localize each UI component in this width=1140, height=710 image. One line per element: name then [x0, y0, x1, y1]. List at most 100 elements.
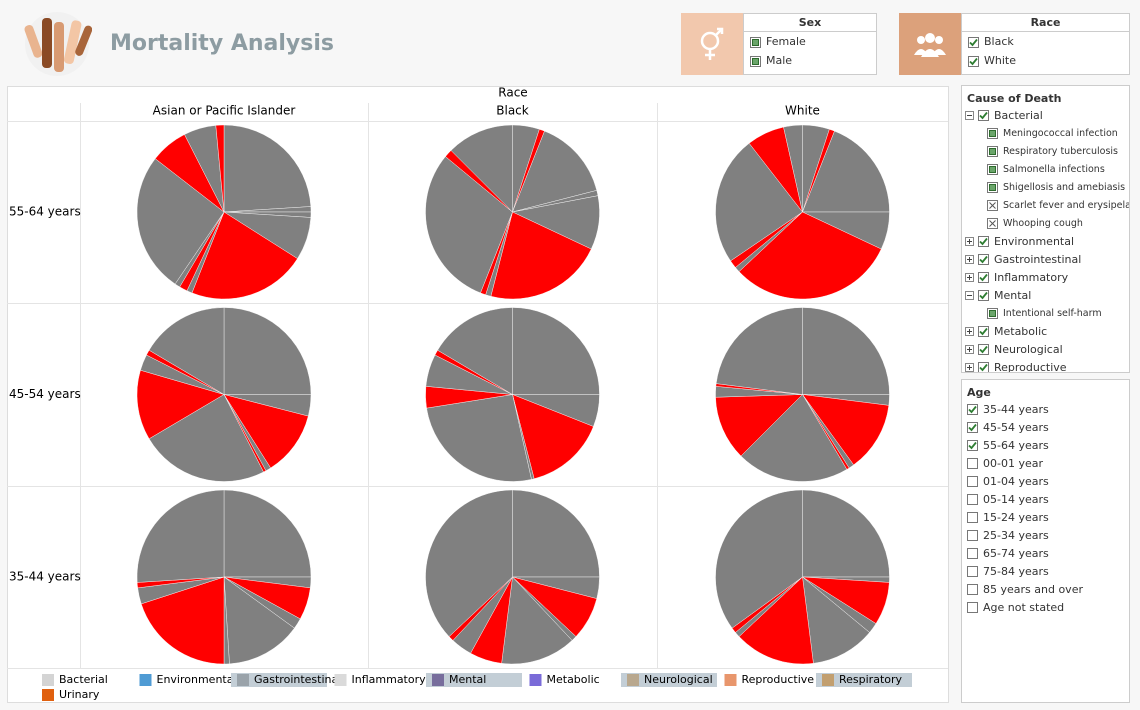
tree-item[interactable]: Reproductive [994, 361, 1067, 373]
tree-item[interactable]: Bacterial [994, 109, 1043, 122]
filter-item[interactable]: Age not stated [983, 601, 1065, 614]
filter-item[interactable]: 75-84 years [983, 565, 1049, 578]
expander[interactable] [965, 273, 974, 282]
filter-item[interactable]: 01-04 years [983, 475, 1049, 488]
legend-label: Reproductive [742, 673, 815, 686]
tree-item[interactable]: Salmonella infections [1003, 164, 1105, 175]
pie-slice [141, 576, 225, 665]
filter-item[interactable]: Black [984, 35, 1014, 48]
tree-item[interactable]: Shigellosis and amebiasis [1003, 182, 1126, 193]
filter-item[interactable]: Female [766, 35, 806, 48]
checkbox[interactable] [968, 37, 979, 48]
column-header: White [785, 104, 820, 118]
checkbox[interactable] [967, 566, 978, 577]
legend-swatch [237, 674, 249, 686]
filter-item[interactable]: 85 years and over [983, 583, 1083, 596]
filter-item[interactable]: 45-54 years [983, 421, 1049, 434]
tree-item[interactable]: Whooping cough [1003, 218, 1083, 229]
tree-item[interactable]: Neurological [994, 343, 1063, 356]
pie-slice [802, 130, 890, 213]
filter-item[interactable]: Male [766, 54, 793, 67]
legend-swatch [432, 674, 444, 686]
expander[interactable] [965, 363, 974, 372]
checkbox[interactable] [978, 290, 989, 301]
checkbox[interactable] [987, 218, 998, 229]
checkbox[interactable] [978, 344, 989, 355]
tree-item[interactable]: Scarlet fever and erysipelas [1003, 200, 1130, 211]
filter-item[interactable]: 25-34 years [983, 529, 1049, 542]
checkbox[interactable] [987, 146, 998, 157]
filter-item[interactable]: 15-24 years [983, 511, 1049, 524]
checkbox[interactable] [987, 128, 998, 139]
checkbox[interactable] [967, 440, 978, 451]
legend-label: Urinary [59, 688, 100, 701]
filter-item[interactable]: 35-44 years [983, 403, 1049, 416]
checkbox[interactable] [967, 422, 978, 433]
check [979, 363, 988, 372]
checkbox[interactable] [978, 272, 989, 283]
checkbox[interactable] [967, 584, 978, 595]
check [979, 345, 988, 354]
checkbox[interactable] [750, 37, 761, 48]
checkbox[interactable] [967, 476, 978, 487]
checkbox[interactable] [967, 512, 978, 523]
legend-label: Gastrointestinal [254, 673, 341, 686]
pie-slice [715, 394, 803, 457]
check [968, 405, 977, 414]
checkbox[interactable] [750, 56, 761, 67]
filter-item[interactable]: 00-01 year [983, 457, 1044, 470]
expander[interactable] [965, 291, 974, 300]
expander[interactable] [965, 237, 974, 246]
filter-item[interactable]: 55-64 years [983, 439, 1049, 452]
checkbox[interactable] [967, 404, 978, 415]
expander[interactable] [965, 327, 974, 336]
filter-item[interactable]: 65-74 years [983, 547, 1049, 560]
legend-label: Neurological [644, 673, 713, 686]
checkbox[interactable] [967, 602, 978, 613]
checkbox[interactable] [978, 236, 989, 247]
checkbox[interactable] [987, 308, 998, 319]
checkbox[interactable] [967, 530, 978, 541]
pie-slice [738, 211, 882, 300]
checkbox[interactable] [978, 254, 989, 265]
checkbox[interactable] [978, 110, 989, 121]
checkbox[interactable] [978, 362, 989, 373]
expander[interactable] [965, 111, 974, 120]
check [979, 273, 988, 282]
tree-item[interactable]: Respiratory tuberculosis [1003, 146, 1119, 157]
check [979, 327, 988, 336]
checkbox[interactable] [987, 200, 998, 211]
tree-item[interactable]: Gastrointestinal [994, 253, 1082, 266]
legend-swatch [822, 674, 834, 686]
tree-item[interactable]: Inflammatory [994, 271, 1069, 284]
checkbox-frame [967, 602, 978, 613]
expander[interactable] [965, 345, 974, 354]
filter-item[interactable]: White [984, 54, 1016, 67]
tree-item[interactable]: Metabolic [994, 325, 1048, 338]
checkbox[interactable] [987, 182, 998, 193]
legend-swatch [627, 674, 639, 686]
checkbox[interactable] [967, 494, 978, 505]
checkbox[interactable] [978, 326, 989, 337]
legend-swatch [529, 674, 542, 686]
legend-swatch [42, 689, 54, 701]
filter-item[interactable]: 05-14 years [983, 493, 1049, 506]
tree-item[interactable]: Mental [994, 289, 1032, 302]
checkbox[interactable] [967, 548, 978, 559]
checkbox-frame [967, 512, 978, 523]
race-filter: Race Black White [961, 13, 1130, 75]
tree-item[interactable]: Environmental [994, 235, 1075, 248]
legend-swatch [724, 674, 737, 686]
tree-item[interactable]: Intentional self-harm [1003, 308, 1102, 319]
expander[interactable] [965, 255, 974, 264]
tree-item[interactable]: Meningococcal infection [1003, 128, 1118, 139]
checkbox[interactable] [967, 458, 978, 469]
checkbox-frame [967, 476, 978, 487]
checkbox[interactable] [987, 164, 998, 175]
checkbox[interactable] [968, 56, 979, 67]
check [969, 38, 978, 47]
check [968, 441, 977, 450]
legend-label: Environmental [157, 673, 237, 686]
included-mark [989, 166, 996, 173]
